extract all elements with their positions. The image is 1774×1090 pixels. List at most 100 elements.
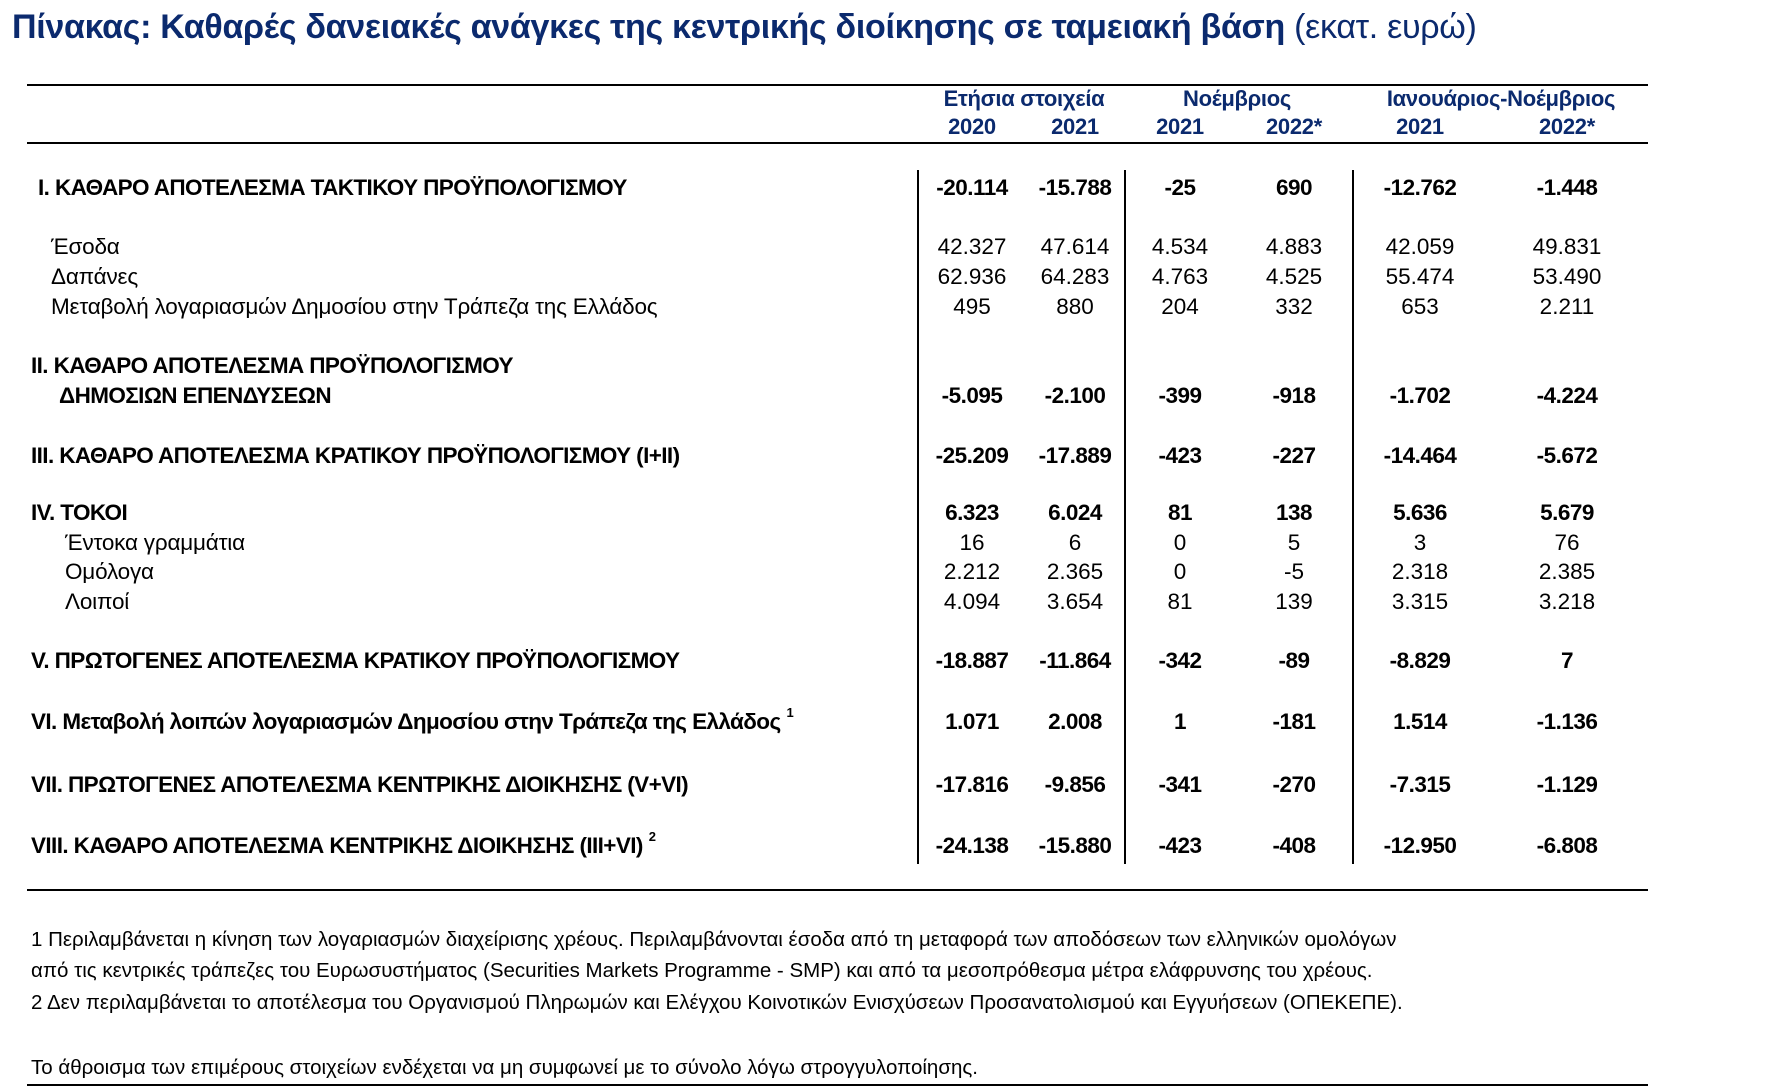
row-label-continued: ΔΗΜΟΣΙΩΝ ΕΠΕΝΔΥΣΕΩΝ: [59, 383, 332, 408]
cell-value: 3.218: [1538, 589, 1596, 614]
cell-value: 204: [1161, 294, 1199, 319]
cell-value: 3.654: [1046, 589, 1104, 614]
cell-value: 3: [1413, 530, 1427, 555]
cell-value: -270: [1272, 772, 1316, 797]
cell-value: -89: [1278, 648, 1310, 673]
cell-value: 1.071: [945, 709, 999, 734]
column-group-header: Νοέμβριος: [1182, 86, 1292, 111]
cell-value: -15.788: [1038, 175, 1112, 200]
row-label: I. ΚΑΘΑΡΟ ΑΠΟΤΕΛΕΣΜΑ ΤΑΚΤΙΚΟΥ ΠΡΟΫΠΟΛΟΓΙ…: [38, 175, 627, 201]
cell-value: 16: [959, 530, 985, 555]
footnote-line: 1 Περιλαμβάνεται η κίνηση των λογαριασμώ…: [31, 928, 1397, 951]
cell-value: -8.829: [1389, 648, 1451, 673]
footnote-line: 2 Δεν περιλαμβάνεται το αποτέλεσμα του Ο…: [31, 991, 1403, 1014]
cell-value: -25.209: [935, 443, 1009, 468]
cell-value: 76: [1554, 530, 1580, 555]
cell-value: -342: [1158, 648, 1202, 673]
cell-value: 81: [1167, 589, 1193, 614]
cell-value: 4.763: [1151, 264, 1209, 289]
row-label: II. ΚΑΘΑΡΟ ΑΠΟΤΕΛΕΣΜΑ ΠΡΟΫΠΟΛΟΓΙΣΜΟΥ: [31, 353, 514, 378]
cell-value: -7.315: [1389, 772, 1451, 797]
cell-value: 5.636: [1393, 500, 1447, 525]
cell-value: 495: [953, 294, 991, 319]
cell-value: -15.880: [1038, 833, 1112, 858]
cell-value: -18.887: [935, 648, 1009, 673]
footnote-ref: 1: [786, 705, 794, 720]
unit-label: (εκατ. ευρώ): [1294, 8, 1477, 46]
cell-value: 690: [1275, 175, 1313, 200]
row-label-text: V. ΠΡΩΤΟΓΕΝΕΣ ΑΠΟΤΕΛΕΣΜΑ ΚΡΑΤΙΚΟΥ ΠΡΟΫΠΟ…: [31, 648, 680, 673]
column-divider: [1352, 170, 1354, 864]
page-bottom-rule: [27, 1084, 1648, 1086]
column-year-header: 2021: [1051, 114, 1099, 139]
cell-value: 0: [1173, 530, 1187, 555]
cell-value: -1.129: [1536, 772, 1598, 797]
row-label-text: VII. ΠΡΩΤΟΓΕΝΕΣ ΑΠΟΤΕΛΕΣΜΑ ΚΕΝΤΡΙΚΗΣ ΔΙΟ…: [31, 772, 689, 797]
cell-value: 42.059: [1385, 234, 1455, 259]
cell-value: 139: [1275, 589, 1313, 614]
cell-value: 42.327: [937, 234, 1007, 259]
row-label: Έντοκα γραμμάτια: [65, 530, 245, 556]
cell-value: -9.856: [1044, 772, 1106, 797]
cell-value: -14.464: [1383, 443, 1457, 468]
row-label-text: I. ΚΑΘΑΡΟ ΑΠΟΤΕΛΕΣΜΑ ΤΑΚΤΙΚΟΥ ΠΡΟΫΠΟΛΟΓΙ…: [38, 175, 627, 200]
row-label-text: Έσοδα: [51, 234, 120, 259]
row-label: VII. ΠΡΩΤΟΓΕΝΕΣ ΑΠΟΤΕΛΕΣΜΑ ΚΕΝΤΡΙΚΗΣ ΔΙΟ…: [31, 772, 689, 798]
row-label-text: Έντοκα γραμμάτια: [65, 530, 245, 555]
cell-value: 55.474: [1385, 264, 1455, 289]
cell-value: 5.679: [1540, 500, 1594, 525]
cell-value: 4.094: [943, 589, 1001, 614]
cell-value: -17.889: [1038, 443, 1112, 468]
cell-value: -12.762: [1383, 175, 1457, 200]
cell-value: 47.614: [1040, 234, 1110, 259]
cell-value: 3.315: [1391, 589, 1449, 614]
cell-value: -6.808: [1536, 833, 1598, 858]
column-year-header: 2021: [1396, 114, 1444, 139]
row-label: IV. ΤΟΚΟΙ: [31, 500, 128, 526]
cell-value: 62.936: [937, 264, 1007, 289]
cell-value: 49.831: [1532, 234, 1602, 259]
cell-value: 1: [1173, 709, 1187, 734]
cell-value: 653: [1401, 294, 1439, 319]
row-label-text: III. ΚΑΘΑΡΟ ΑΠΟΤΕΛΕΣΜΑ ΚΡΑΤΙΚΟΥ ΠΡΟΫΠΟΛΟ…: [31, 443, 680, 468]
cell-value: -227: [1272, 443, 1316, 468]
row-label-text: IV. ΤΟΚΟΙ: [31, 500, 128, 525]
row-label: VIII. ΚΑΘΑΡΟ ΑΠΟΤΕΛΕΣΜΑ ΚΕΝΤΡΙΚΗΣ ΔΙΟΙΚΗ…: [31, 829, 656, 859]
row-label: Ομόλογα: [65, 559, 154, 585]
row-label: Δαπάνες: [51, 264, 138, 290]
column-divider: [917, 170, 919, 864]
column-year-header: 2021: [1156, 114, 1204, 139]
table-bottom-rule: [27, 889, 1648, 891]
cell-value: -2.100: [1044, 383, 1106, 408]
cell-value: 2.211: [1539, 294, 1595, 319]
column-group-header: Ιανουάριος-Νοέμβριος: [1386, 86, 1616, 111]
header-rule: [27, 142, 1648, 144]
cell-value: 138: [1275, 500, 1313, 525]
cell-value: 7: [1560, 648, 1574, 673]
cell-value: -5.672: [1536, 443, 1598, 468]
row-label-text: VIII. ΚΑΘΑΡΟ ΑΠΟΤΕΛΕΣΜΑ ΚΕΝΤΡΙΚΗΣ ΔΙΟΙΚΗ…: [31, 833, 643, 858]
cell-value: 2.365: [1046, 559, 1104, 584]
cell-value: -423: [1158, 443, 1202, 468]
cell-value: -423: [1158, 833, 1202, 858]
cell-value: 0: [1173, 559, 1187, 584]
page-title: Πίνακας: Καθαρές δανειακές ανάγκες της κ…: [12, 8, 1477, 47]
row-label: Λοιποί: [65, 589, 129, 615]
cell-value: 81: [1167, 500, 1193, 525]
cell-value: 1.514: [1393, 709, 1447, 734]
cell-value: 6: [1068, 530, 1082, 555]
cell-value: 4.883: [1265, 234, 1323, 259]
row-label: Μεταβολή λογαριασμών Δημοσίου στην Τράπε…: [51, 294, 658, 320]
row-label-text: Μεταβολή λογαριασμών Δημοσίου στην Τράπε…: [51, 294, 658, 319]
cell-value: 4.525: [1265, 264, 1323, 289]
cell-value: -1.136: [1536, 709, 1598, 734]
cell-value: -17.816: [935, 772, 1009, 797]
row-label-text: Ομόλογα: [65, 559, 154, 584]
cell-value: -5.095: [941, 383, 1003, 408]
row-label-text: Λοιποί: [65, 589, 130, 614]
cell-value: 64.283: [1040, 264, 1110, 289]
cell-value: 53.490: [1532, 264, 1602, 289]
row-label-text: VI. Μεταβολή λοιπών λογαριασμών Δημοσίου…: [31, 709, 781, 734]
column-year-header: 2022*: [1265, 114, 1323, 139]
cell-value: -4.224: [1536, 383, 1598, 408]
